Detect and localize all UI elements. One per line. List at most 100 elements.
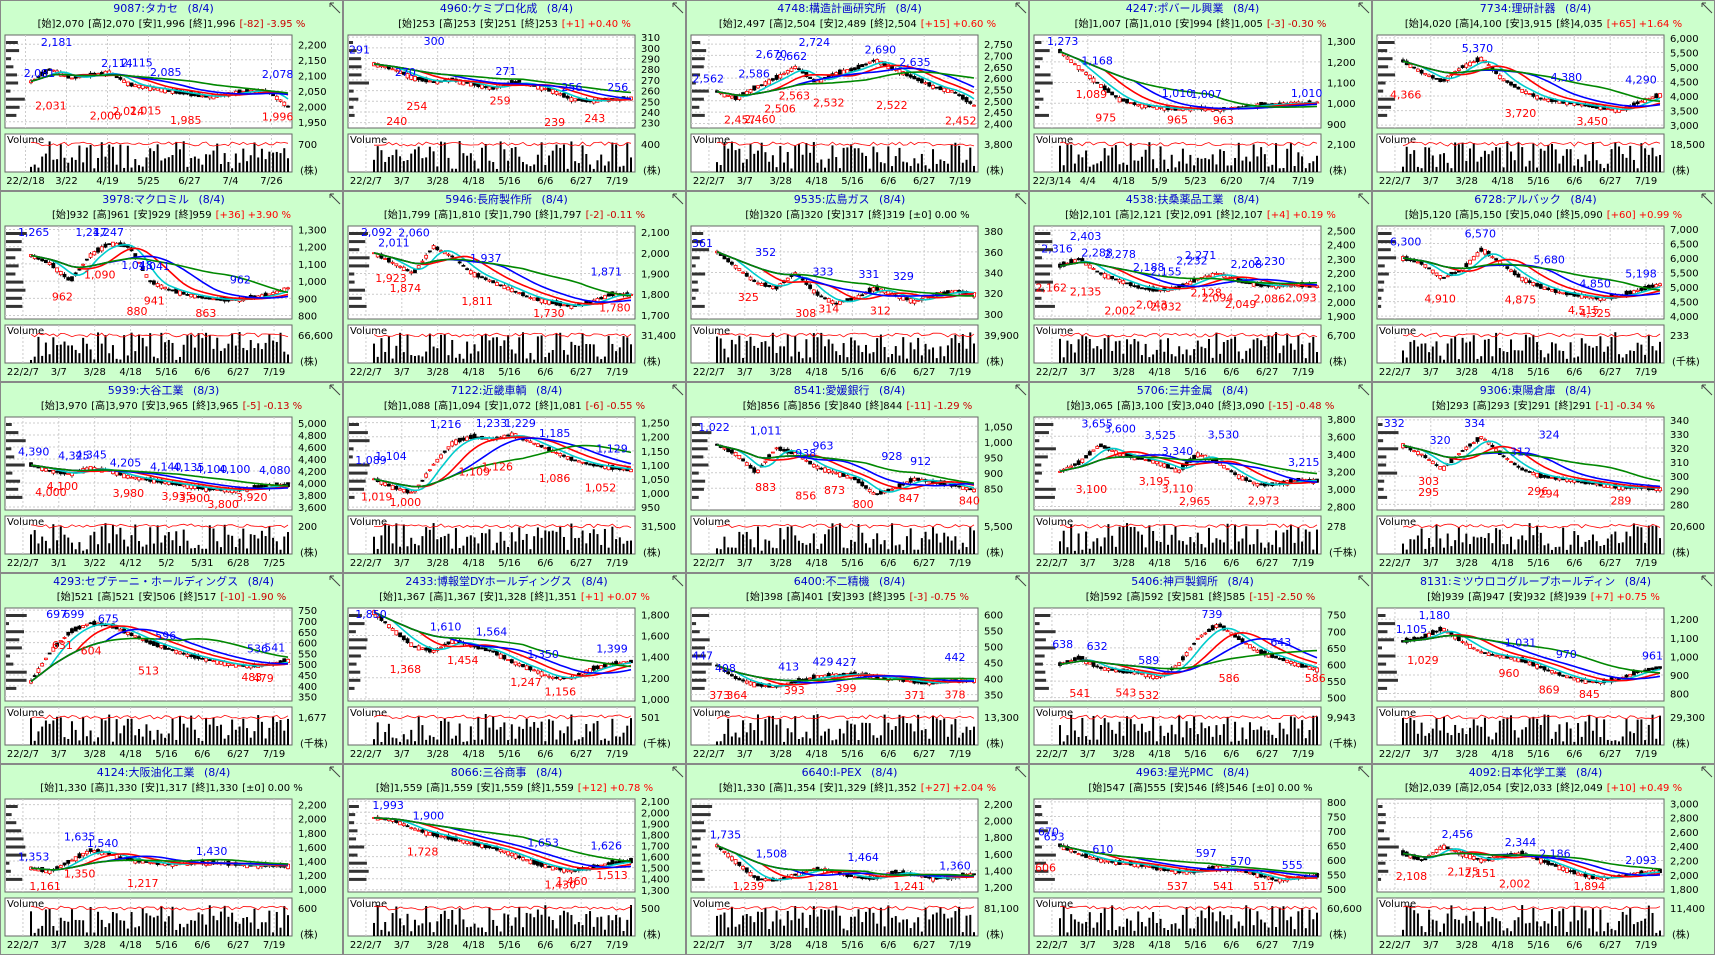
volume-bar <box>1185 163 1188 172</box>
candle-body <box>1442 277 1446 279</box>
expand-corner-icon[interactable] <box>671 1 685 15</box>
expand-corner-icon[interactable] <box>328 192 342 206</box>
chart-panel[interactable]: 5939:大谷工業 (8/3) [始]3,970 [高]3,970 [安]3,965[… <box>0 382 343 573</box>
expand-corner-icon[interactable] <box>1357 1 1371 15</box>
volume-bar <box>1286 529 1289 554</box>
quote-change: [+65] +1.64 % <box>1606 19 1683 30</box>
volume-bar <box>1096 163 1099 172</box>
y-tick-label: 3,600 <box>1327 432 1356 443</box>
price-plot-area <box>347 607 636 702</box>
y-tick-label: 1,300 <box>1327 37 1356 48</box>
x-tick-label: 22/2/7 <box>693 176 725 187</box>
expand-corner-icon[interactable] <box>671 192 685 206</box>
candle-body <box>55 267 59 273</box>
volume-bar <box>402 352 405 363</box>
candle-body <box>819 467 824 470</box>
volume-bar <box>1137 160 1140 172</box>
candle-body <box>1427 459 1431 461</box>
candle-body <box>1430 75 1435 79</box>
chart-panel[interactable]: 7734:理研計器 (8/4) [始]4,020 [高]4,100 [安]3,915[… <box>1372 0 1715 191</box>
volume-bar <box>413 741 416 745</box>
low-label: 295 <box>1418 486 1439 499</box>
chart-panel[interactable]: 3978:マクロミル (8/4) [始]932 [高]961 [安]929 [終]959… <box>0 191 343 382</box>
volume-bar <box>44 540 47 554</box>
expand-corner-icon[interactable] <box>1700 383 1714 397</box>
chart-panel[interactable]: 8541:愛媛銀行 (8/4) [始]856 [高]856 [安]840 [終]844[… <box>686 382 1029 573</box>
volume-profile-bar <box>692 232 704 235</box>
chart-panel[interactable]: 4748:構造計画研究所 (8/4) [始]2,497 [高]2,504 [安]2,4… <box>686 0 1029 191</box>
low-label: 289 <box>1610 495 1631 508</box>
candle-body <box>140 85 145 89</box>
volume-bar <box>555 739 558 745</box>
volume-bar <box>1207 159 1210 172</box>
volume-bar <box>52 720 55 745</box>
volume-bar <box>1152 530 1155 554</box>
volume-bar <box>969 147 972 172</box>
expand-corner-icon[interactable] <box>1700 1 1714 15</box>
expand-corner-icon[interactable] <box>1014 192 1028 206</box>
chart-panel[interactable]: 9306:東陽倉庫 (8/4) [始]293 [高]293 [安]291 [終]291[… <box>1372 382 1715 573</box>
volume-bar <box>97 157 100 172</box>
low-label: 963 <box>1213 114 1234 127</box>
expand-corner-icon[interactable] <box>328 1 342 15</box>
candle-body <box>871 59 876 62</box>
volume-bar <box>1178 540 1181 554</box>
chart-panel[interactable]: 5706:三井金属 (8/4) [始]3,065 [高]3,100 [安]3,040[… <box>1029 382 1372 573</box>
chart-panel[interactable]: 2433:博報堂DYホールディングス (8/4) [始]1,367 [高]1,367… <box>343 573 686 764</box>
low-label: 1,090 <box>84 269 116 282</box>
low-label: 4,910 <box>1424 293 1456 306</box>
expand-corner-icon[interactable] <box>328 383 342 397</box>
chart-panel[interactable]: 4960:ケミプロ化成 (8/4) [始]253 [高]253 [安]251 [終]25… <box>343 0 686 191</box>
quote-open: 2,497 <box>736 19 766 30</box>
volume-bar <box>779 528 782 554</box>
volume-bar <box>458 353 461 363</box>
chart-panel[interactable]: 4293:セプテーニ・ホールディングス (8/4) [始]521 [高]521 [安]… <box>0 573 343 764</box>
candle-body <box>1125 282 1129 285</box>
x-tick-label: 5/16 <box>498 176 520 187</box>
volume-bar <box>1189 355 1192 363</box>
volume-bar <box>626 337 629 363</box>
volume-bar <box>1569 149 1572 172</box>
volume-bar <box>466 155 469 172</box>
expand-corner-icon[interactable] <box>1357 383 1371 397</box>
x-tick-label: 22/2/7 <box>1036 558 1068 569</box>
quote-high: 293 <box>1490 401 1510 412</box>
expand-corner-icon[interactable] <box>671 574 685 588</box>
candle-body <box>591 463 596 467</box>
candle-body <box>1471 61 1476 64</box>
volume-bar <box>764 152 767 172</box>
y-tick-label: 2,200 <box>1327 269 1356 280</box>
chart-panel[interactable]: 9535:広島ガス (8/4) [始]320 [高]320 [安]317 [終]319[… <box>686 191 1029 382</box>
candle-body <box>509 288 514 293</box>
volume-profile-bar <box>6 57 12 61</box>
high-label: 2,662 <box>776 50 808 63</box>
high-label: 541 <box>264 641 285 654</box>
volume-bar <box>1580 166 1583 172</box>
chart-panel[interactable]: 7122:近畿車輌 (8/4) [始]1,088 [高]1,094 [安]1,072[… <box>343 382 686 573</box>
candle-body <box>916 299 921 302</box>
chart-panel[interactable]: 5946:長府製作所 (8/4) [始]1,799 [高]1,810 [安]1,790… <box>343 191 686 382</box>
chart-panel[interactable]: 4247:ポバール興業 (8/4) [始]1,007 [高]1,010 [安]994[… <box>1029 0 1372 191</box>
candle-body <box>1143 104 1148 108</box>
chart-panel[interactable]: 6728:アルバック (8/4) [始]5,120 [高]5,150 [安]5,040… <box>1372 191 1715 382</box>
expand-corner-icon[interactable] <box>1357 192 1371 206</box>
y-tick-label: 280 <box>1670 500 1689 511</box>
expand-corner-icon[interactable] <box>1014 383 1028 397</box>
volume-bar <box>1211 542 1214 554</box>
candle-body <box>36 466 41 469</box>
expand-corner-icon[interactable] <box>1700 192 1714 206</box>
expand-corner-icon[interactable] <box>328 574 342 588</box>
expand-corner-icon[interactable] <box>1014 1 1028 15</box>
candle-body <box>99 72 104 75</box>
quote-change: [+1] +0.40 % <box>561 19 631 30</box>
chart-panel[interactable]: 4538:扶桑薬品工業 (8/4) [始]2,101 [高]2,121 [安]2,09… <box>1029 191 1372 382</box>
volume-bar <box>376 356 379 363</box>
volume-profile-bar <box>1378 431 1399 435</box>
quote-change: [-15] -0.48 % <box>1268 401 1335 412</box>
candle-body <box>200 95 205 98</box>
expand-corner-icon[interactable] <box>671 383 685 397</box>
volume-bar <box>1230 165 1233 172</box>
volume-bar <box>1282 345 1285 363</box>
chart-panel[interactable]: 9087:タカセ (8/4) [始]2,070 [高]2,070 [安]1,996 [終… <box>0 0 343 191</box>
candle-body <box>1460 65 1465 68</box>
